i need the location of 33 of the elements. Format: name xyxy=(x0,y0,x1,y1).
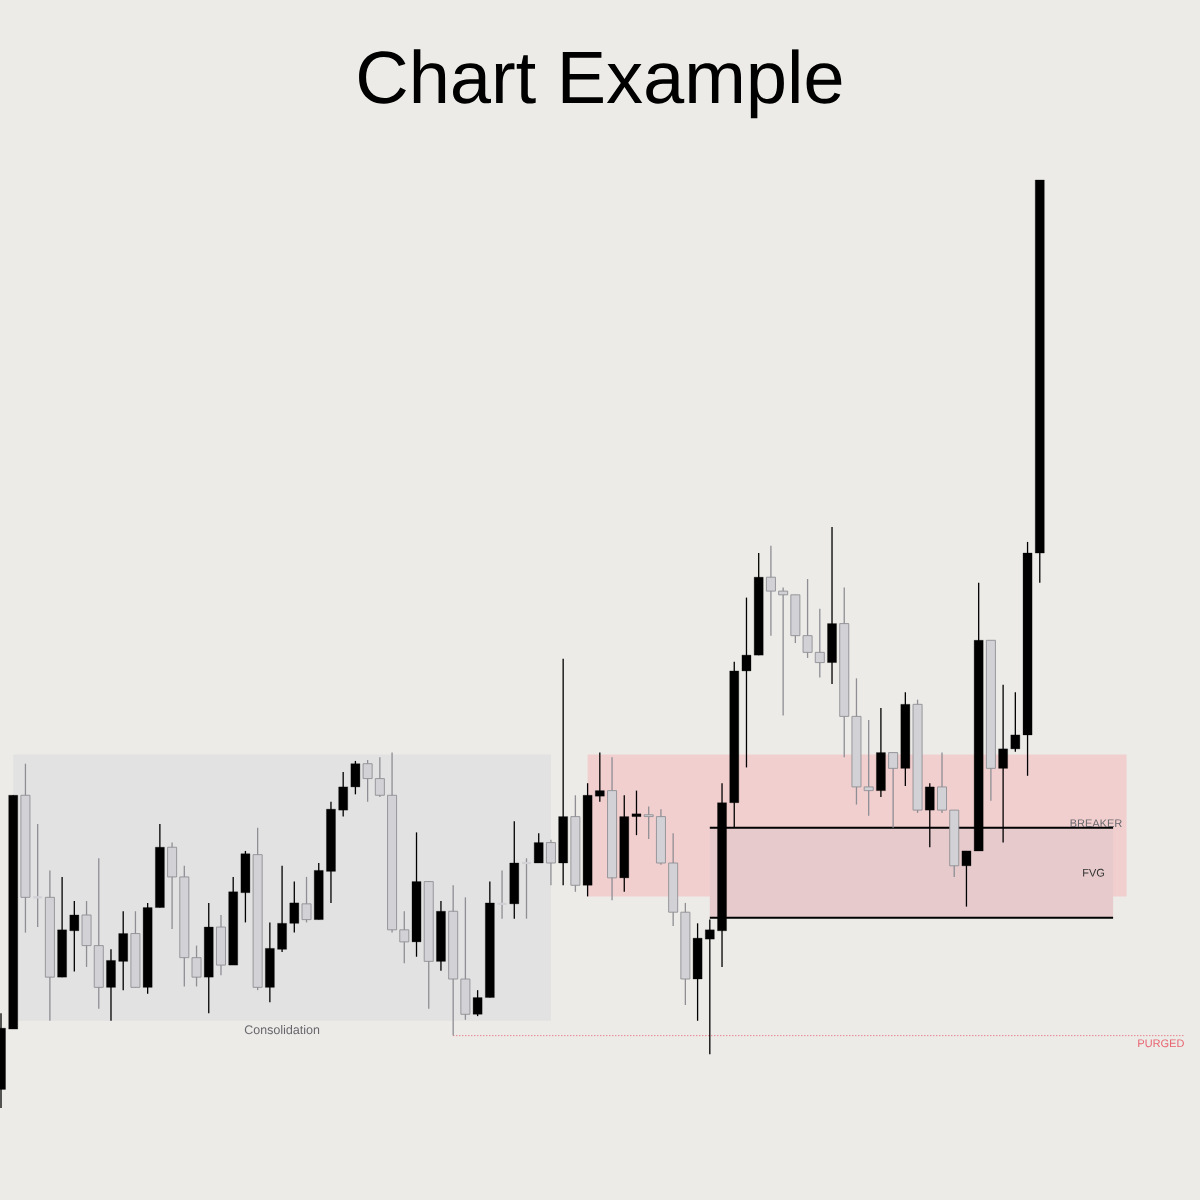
candlestick xyxy=(545,839,556,886)
candlestick xyxy=(32,823,44,928)
candlestick xyxy=(937,751,947,814)
candlestick xyxy=(595,751,605,803)
candlestick xyxy=(301,876,312,924)
candlestick xyxy=(496,869,508,920)
candlestick xyxy=(765,544,776,637)
candlestick xyxy=(362,759,373,803)
candlestick xyxy=(472,989,483,1017)
candlestick xyxy=(705,918,715,1055)
candlestick xyxy=(350,760,361,795)
candlestick xyxy=(534,832,544,864)
candlestick xyxy=(863,719,874,817)
candlestick xyxy=(631,789,642,836)
ref-line-label: BREAKER xyxy=(1070,819,1122,827)
candlestick xyxy=(1010,691,1020,753)
candlestick xyxy=(520,857,533,920)
band-label: FVG xyxy=(1083,868,1105,877)
chart-title: Chart Example xyxy=(359,49,842,119)
candlestick xyxy=(191,944,202,988)
band-label: Consolidation xyxy=(244,1024,320,1035)
ref-line-label: PURGED xyxy=(1138,1039,1184,1048)
candlestick xyxy=(643,805,654,840)
candlestick xyxy=(338,771,348,818)
candlestick xyxy=(814,608,825,679)
candlestick xyxy=(374,756,385,798)
candlestick xyxy=(289,880,299,934)
candlestick xyxy=(69,900,79,973)
candlestick xyxy=(888,751,899,829)
candlestick xyxy=(399,910,410,964)
candlestick xyxy=(741,596,752,769)
candlestick xyxy=(778,586,789,717)
candlestick xyxy=(961,850,972,908)
